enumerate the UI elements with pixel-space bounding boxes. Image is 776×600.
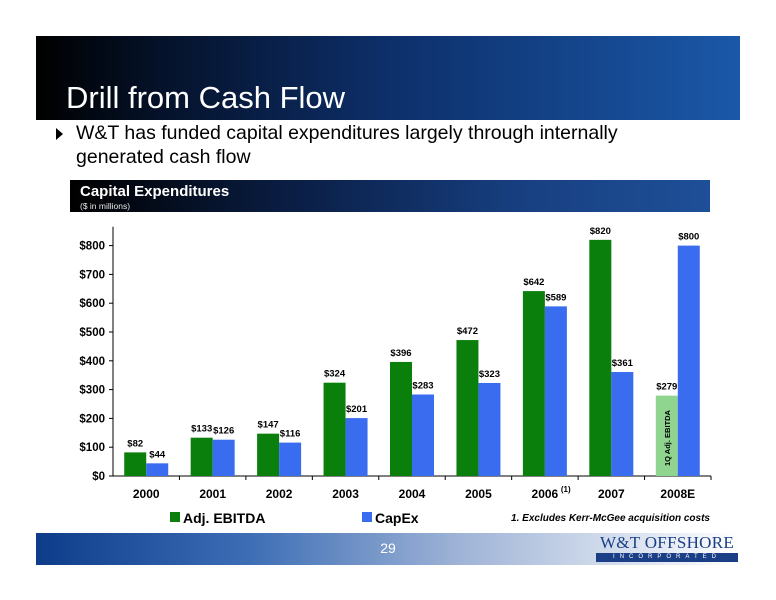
- bullet-text: W&T has funded capital expenditures larg…: [76, 122, 618, 168]
- section-subtitle: ($ in millions): [80, 201, 131, 211]
- bar-capex: [544, 306, 567, 476]
- bar-capex: [677, 245, 700, 476]
- y-tick-label: $700: [79, 269, 105, 281]
- legend-label: Adj. EBITDA: [183, 510, 265, 526]
- y-tick-label: $500: [79, 327, 105, 339]
- data-label: $44: [149, 449, 166, 460]
- data-label: $820: [590, 226, 611, 237]
- data-label: $642: [523, 277, 544, 288]
- bar-capex: [611, 372, 634, 476]
- bar-capex: [279, 442, 302, 476]
- slide-title: Drill from Cash Flow: [66, 80, 346, 115]
- y-tick-label: $800: [79, 241, 105, 253]
- data-label: $82: [127, 438, 143, 449]
- section-title: Capital Expenditures: [80, 183, 230, 200]
- x-tick-label: 2008E: [660, 487, 695, 501]
- logo-subtext: INCORPORATED: [596, 553, 738, 562]
- data-label: $323: [479, 369, 500, 380]
- legend-swatch-adj-ebitda: [170, 512, 180, 522]
- legend-swatch-capex: [362, 512, 372, 522]
- y-tick-label: $100: [79, 442, 105, 454]
- data-label: $324: [324, 369, 346, 380]
- bar-annotation: 1Q Adj. EBITDA: [663, 409, 672, 466]
- data-label: $126: [213, 426, 234, 437]
- y-tick-label: $300: [79, 385, 105, 397]
- data-label: $147: [258, 420, 279, 431]
- page-number: 29: [380, 540, 396, 556]
- y-tick-label: $400: [79, 356, 105, 368]
- data-label: $279: [656, 382, 677, 393]
- bar-adj-ebitda: [124, 452, 147, 476]
- data-label: $589: [545, 292, 566, 303]
- bar-adj-ebitda: [390, 361, 412, 476]
- footer-bar: 29 W&T OFFSHORE INCORPORATED: [36, 533, 740, 565]
- data-label: $361: [612, 358, 634, 369]
- y-tick-label: $200: [79, 413, 105, 425]
- title-bar: Drill from Cash Flow: [36, 36, 740, 120]
- data-label: $116: [280, 429, 301, 440]
- data-label: $283: [412, 380, 433, 391]
- x-tick-label: 2004: [399, 487, 426, 501]
- data-label: $133: [191, 424, 212, 435]
- y-tick-label: $600: [79, 298, 105, 310]
- x-tick-label: 2007: [598, 487, 625, 501]
- x-tick-label: 2001: [199, 487, 226, 501]
- bar-capex: [146, 463, 169, 476]
- logo-text: W&T OFFSHORE: [599, 533, 735, 552]
- section-header: Capital Expenditures ($ in millions): [70, 180, 710, 212]
- data-label: $201: [346, 404, 368, 415]
- legend-label: CapEx: [375, 510, 419, 526]
- x-tick-label: 2000: [133, 487, 160, 501]
- data-label: $800: [678, 232, 699, 243]
- x-tick-label: 2006: [532, 487, 559, 501]
- bar-adj-ebitda: [190, 437, 213, 476]
- x-tick-label: 2003: [332, 487, 359, 501]
- bar-adj-ebitda: [655, 395, 678, 476]
- bar-capex: [412, 394, 434, 476]
- bar-adj-ebitda: [589, 239, 612, 476]
- x-tick-label: 2002: [266, 487, 293, 501]
- bar-capex: [212, 439, 235, 476]
- bar-adj-ebitda: [257, 433, 280, 476]
- y-tick-label: $0: [92, 471, 105, 483]
- company-logo: W&T OFFSHORE INCORPORATED: [596, 533, 738, 564]
- data-label: $472: [457, 326, 478, 337]
- bar-adj-ebitda: [323, 382, 346, 476]
- x-tick-label: 2005: [465, 487, 492, 501]
- bar-capex: [478, 382, 501, 476]
- bullet-arrow-icon: [56, 128, 63, 140]
- bar-adj-ebitda: [456, 340, 479, 476]
- footnote: 1. Excludes Kerr-McGee acquisition costs: [511, 513, 710, 524]
- data-label: $396: [390, 348, 411, 359]
- bar-capex: [345, 418, 368, 476]
- bar-adj-ebitda: [522, 291, 545, 476]
- x-tick-superscript: (1): [561, 485, 571, 494]
